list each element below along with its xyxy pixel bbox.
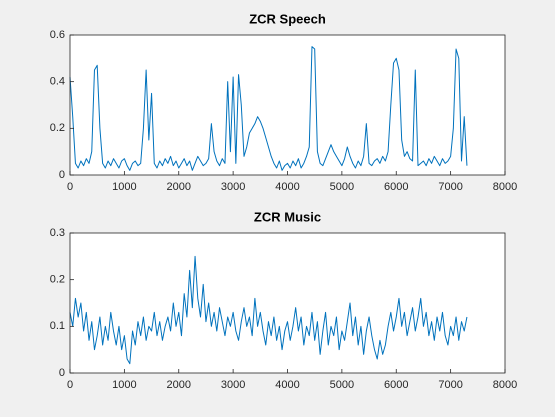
y-tick-label: 0.4 [50,76,65,88]
data-line [69,255,468,365]
x-tick-label: 5000 [330,181,354,193]
x-tick-label: 2000 [167,379,191,391]
chart-title: ZCR Speech [249,11,326,26]
y-tick-label: 0 [59,169,65,181]
y-tick-label: 0.2 [50,274,65,286]
plot-area [70,233,505,373]
x-tick-label: 3000 [221,379,245,391]
x-tick-label: 8000 [493,379,517,391]
plot-area [70,35,505,175]
x-tick-label: 1000 [112,181,136,193]
y-tick-label: 0.1 [50,320,65,332]
x-tick-label: 1000 [112,379,136,391]
x-tick-label: 2000 [167,181,191,193]
x-tick-label: 5000 [330,379,354,391]
y-tick-label: 0.3 [50,227,65,239]
x-tick-label: 6000 [384,181,408,193]
x-tick-label: 4000 [275,181,299,193]
y-tick-label: 0.2 [50,122,65,134]
y-tick-label: 0.6 [50,29,65,41]
y-tick-label: 0 [59,367,65,379]
x-tick-label: 3000 [221,181,245,193]
x-tick-label: 0 [67,181,73,193]
chart-title: ZCR Music [254,209,321,224]
data-line [69,46,468,171]
x-tick-label: 4000 [275,379,299,391]
x-tick-label: 6000 [384,379,408,391]
x-tick-label: 0 [67,379,73,391]
x-tick-label: 7000 [438,379,462,391]
x-tick-label: 8000 [493,181,517,193]
x-tick-label: 7000 [438,181,462,193]
